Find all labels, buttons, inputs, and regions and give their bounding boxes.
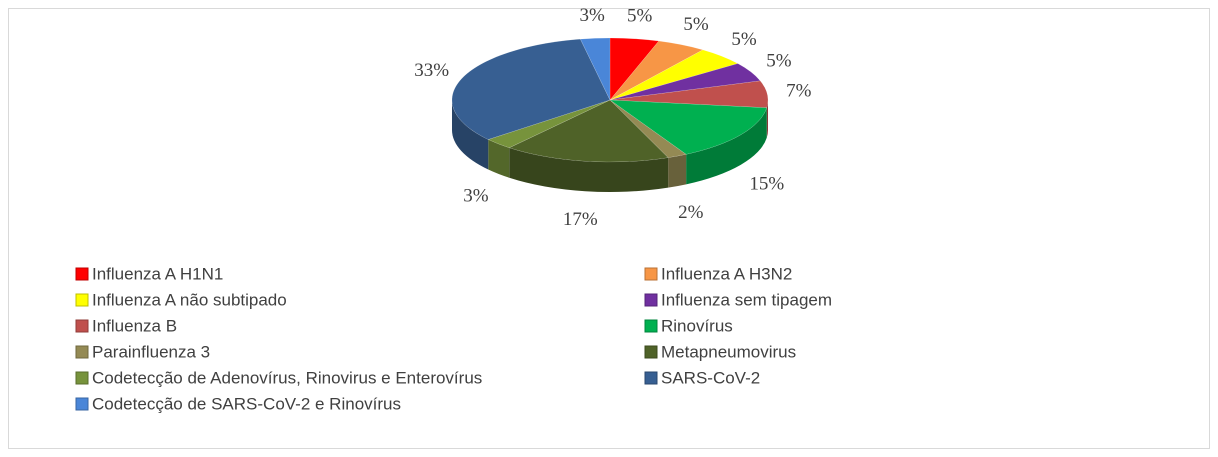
legend-label: Influenza A não subtipado [92, 290, 287, 309]
legend-label: Influenza B [92, 316, 177, 335]
data-label: 17% [563, 209, 598, 230]
slice [580, 37, 611, 101]
legend-swatch [644, 371, 658, 385]
legend-swatch [644, 267, 658, 281]
legend-label: Metapneumovirus [661, 342, 796, 361]
legend-label: Influenza sem tipagem [661, 290, 832, 309]
slice [609, 40, 704, 101]
legend-label: Parainfluenza 3 [92, 342, 210, 361]
slice [609, 63, 761, 101]
slice-side [668, 154, 687, 188]
legend-swatch [75, 293, 89, 307]
legend-swatch [644, 345, 658, 359]
data-label: 5% [731, 29, 757, 50]
legend-swatch [75, 397, 89, 411]
legend-label: Rinovírus [661, 316, 733, 335]
data-label: 7% [786, 80, 812, 101]
legend-swatch [75, 345, 89, 359]
data-label: 15% [749, 173, 784, 194]
data-label: 33% [414, 60, 449, 81]
slice-side [509, 147, 669, 192]
legend-label: Influenza A H1N1 [92, 264, 223, 283]
slice [609, 49, 739, 101]
legend-swatch [75, 371, 89, 385]
data-label: 3% [463, 186, 489, 207]
legend-swatch [644, 319, 658, 333]
legend-swatch [75, 267, 89, 281]
legend-label: Influenza A H3N2 [661, 264, 792, 283]
legend-label: Codetecção de Adenovírus, Rinovirus e En… [92, 368, 482, 387]
data-label: 5% [683, 14, 709, 35]
slice [508, 99, 669, 163]
slice-side [488, 139, 510, 178]
legend-swatch [644, 293, 658, 307]
slice [609, 37, 660, 101]
legend-label: Codetecção de SARS-CoV-2 e Rinovírus [92, 394, 401, 413]
slice-side [686, 107, 767, 185]
data-label: 2% [678, 202, 704, 223]
slice [609, 80, 769, 109]
data-label: 5% [627, 6, 653, 27]
data-label: 3% [579, 5, 605, 26]
slice [487, 99, 611, 149]
slice [451, 38, 611, 140]
slice [609, 99, 687, 158]
data-label: 5% [766, 50, 792, 71]
slice-side [766, 100, 768, 138]
slice-side [452, 100, 489, 170]
legend-swatch [75, 319, 89, 333]
legend-label: SARS-CoV-2 [661, 368, 760, 387]
slice [609, 99, 768, 155]
